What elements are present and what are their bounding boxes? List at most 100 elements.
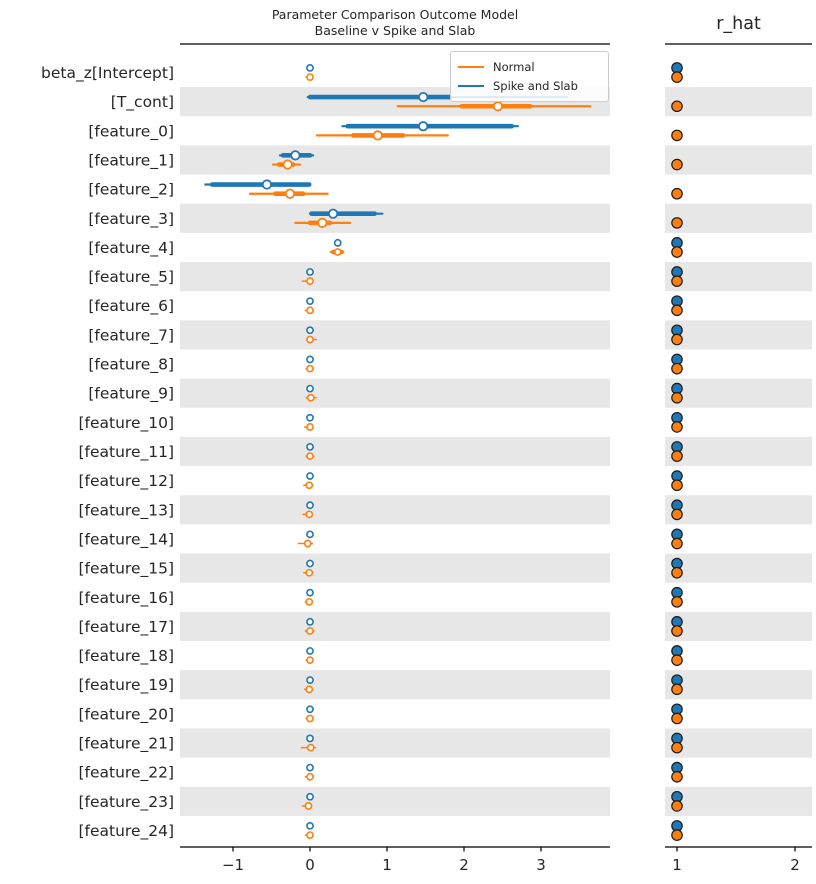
median-marker-spike xyxy=(306,384,314,393)
row-band-main xyxy=(180,320,610,350)
y-axis-label: [feature_2] xyxy=(88,181,174,200)
rhat-dot-normal xyxy=(671,741,683,754)
median-marker-spike xyxy=(418,91,429,103)
row-band-rhat xyxy=(665,145,812,175)
rhat-dot-normal xyxy=(671,187,683,200)
rhat-dot-normal xyxy=(671,129,683,142)
rhat-dot-normal xyxy=(671,304,683,317)
y-axis-label: [feature_3] xyxy=(88,210,174,229)
y-axis-label: [feature_18] xyxy=(78,647,174,666)
y-axis-label: [feature_12] xyxy=(78,472,174,491)
row-band-rhat xyxy=(665,553,812,583)
median-marker-normal xyxy=(317,217,328,228)
x-tick-label: 2 xyxy=(459,856,469,874)
rhat-dot-normal xyxy=(671,596,683,608)
y-axis-label: [feature_23] xyxy=(78,793,174,812)
median-marker-spike xyxy=(306,763,314,772)
median-marker-normal xyxy=(305,481,314,490)
rhat-tick-label: 1 xyxy=(672,856,682,874)
rhat-panel-title: r_hat xyxy=(716,14,761,34)
rhat-dot-normal xyxy=(671,217,683,229)
y-axis-label: [feature_6] xyxy=(88,297,174,316)
rhat-dot-normal xyxy=(671,100,683,113)
y-axis-label: [feature_24] xyxy=(78,822,174,841)
y-axis-label: [feature_9] xyxy=(88,385,174,404)
y-axis-label: [feature_22] xyxy=(78,764,174,783)
y-axis-label: [feature_17] xyxy=(78,618,174,637)
x-tick-label: 0 xyxy=(305,856,315,874)
median-marker-spike xyxy=(290,150,301,161)
row-band-main xyxy=(180,728,610,758)
row-band-rhat xyxy=(665,786,812,816)
rhat-dot-normal xyxy=(671,625,683,637)
row-band-main xyxy=(180,436,610,467)
row-band-rhat xyxy=(665,670,812,700)
median-marker-spike xyxy=(306,588,314,597)
median-marker-spike xyxy=(306,472,314,480)
row-band-main xyxy=(180,670,610,700)
median-marker-normal xyxy=(306,452,314,460)
median-marker-normal xyxy=(492,101,503,112)
row-band-main xyxy=(180,203,610,233)
median-marker-normal xyxy=(333,248,342,256)
rhat-dot-normal xyxy=(671,566,683,579)
median-marker-spike xyxy=(306,64,314,72)
y-axis-label: [feature_10] xyxy=(78,414,174,433)
row-band-main xyxy=(180,611,610,641)
median-marker-spike xyxy=(306,326,314,335)
median-marker-normal xyxy=(306,743,315,752)
rhat-dot-normal xyxy=(671,246,683,258)
rhat-dot-normal xyxy=(671,770,683,783)
median-marker-spike xyxy=(327,208,339,219)
y-axis-label: [feature_0] xyxy=(88,122,174,141)
median-marker-normal xyxy=(282,159,293,170)
rhat-dot-normal xyxy=(671,158,683,171)
median-marker-spike xyxy=(306,676,314,685)
median-marker-normal xyxy=(284,188,296,199)
y-axis-label: [T_cont] xyxy=(111,93,174,112)
legend-item-normal: Normal xyxy=(458,57,602,76)
legend-label-normal: Normal xyxy=(493,59,535,74)
median-marker-normal xyxy=(372,130,383,141)
median-marker-normal xyxy=(305,685,314,694)
rhat-dot-normal xyxy=(671,479,683,492)
median-marker-spike xyxy=(306,705,314,714)
y-axis-label: [feature_14] xyxy=(78,530,174,549)
rhat-dot-normal xyxy=(671,391,683,404)
rhat-dot-normal xyxy=(671,800,683,812)
median-marker-spike xyxy=(306,821,314,830)
median-marker-spike xyxy=(306,617,314,626)
row-band-rhat xyxy=(665,728,812,758)
median-marker-normal xyxy=(306,73,314,81)
y-axis-label: [feature_19] xyxy=(78,676,174,695)
median-marker-spike xyxy=(333,238,342,247)
median-marker-normal xyxy=(306,364,314,373)
median-marker-spike xyxy=(306,442,314,451)
row-band-rhat xyxy=(665,261,812,292)
y-axis-label: [feature_8] xyxy=(88,356,174,375)
median-marker-normal xyxy=(305,568,314,577)
row-band-rhat xyxy=(665,611,812,641)
chart-title: Parameter Comparison Outcome Model Basel… xyxy=(180,7,610,38)
median-marker-normal xyxy=(306,393,315,402)
median-marker-spike xyxy=(306,268,314,276)
rhat-dot-normal xyxy=(671,537,683,550)
median-marker-normal xyxy=(304,802,313,810)
rhat-dot-normal xyxy=(671,71,683,83)
median-marker-spike xyxy=(306,530,314,539)
rhat-dot-normal xyxy=(671,275,683,287)
median-marker-normal xyxy=(306,277,314,286)
chart-title-line2: Baseline v Spike and Slab xyxy=(314,22,476,38)
rhat-dot-normal xyxy=(671,654,683,666)
y-axis-label: [feature_15] xyxy=(78,560,174,579)
row-band-rhat xyxy=(665,378,812,408)
median-marker-spike xyxy=(306,792,314,801)
median-marker-normal xyxy=(306,772,314,781)
median-marker-spike xyxy=(306,559,314,568)
rhat-dot-normal xyxy=(671,450,683,462)
median-marker-normal xyxy=(306,306,314,315)
legend-label-spike-and-slab: Spike and Slab xyxy=(493,78,578,93)
median-marker-normal xyxy=(306,656,314,665)
y-axis-label: [feature_21] xyxy=(78,735,174,754)
y-axis-label: [feature_16] xyxy=(78,589,174,608)
